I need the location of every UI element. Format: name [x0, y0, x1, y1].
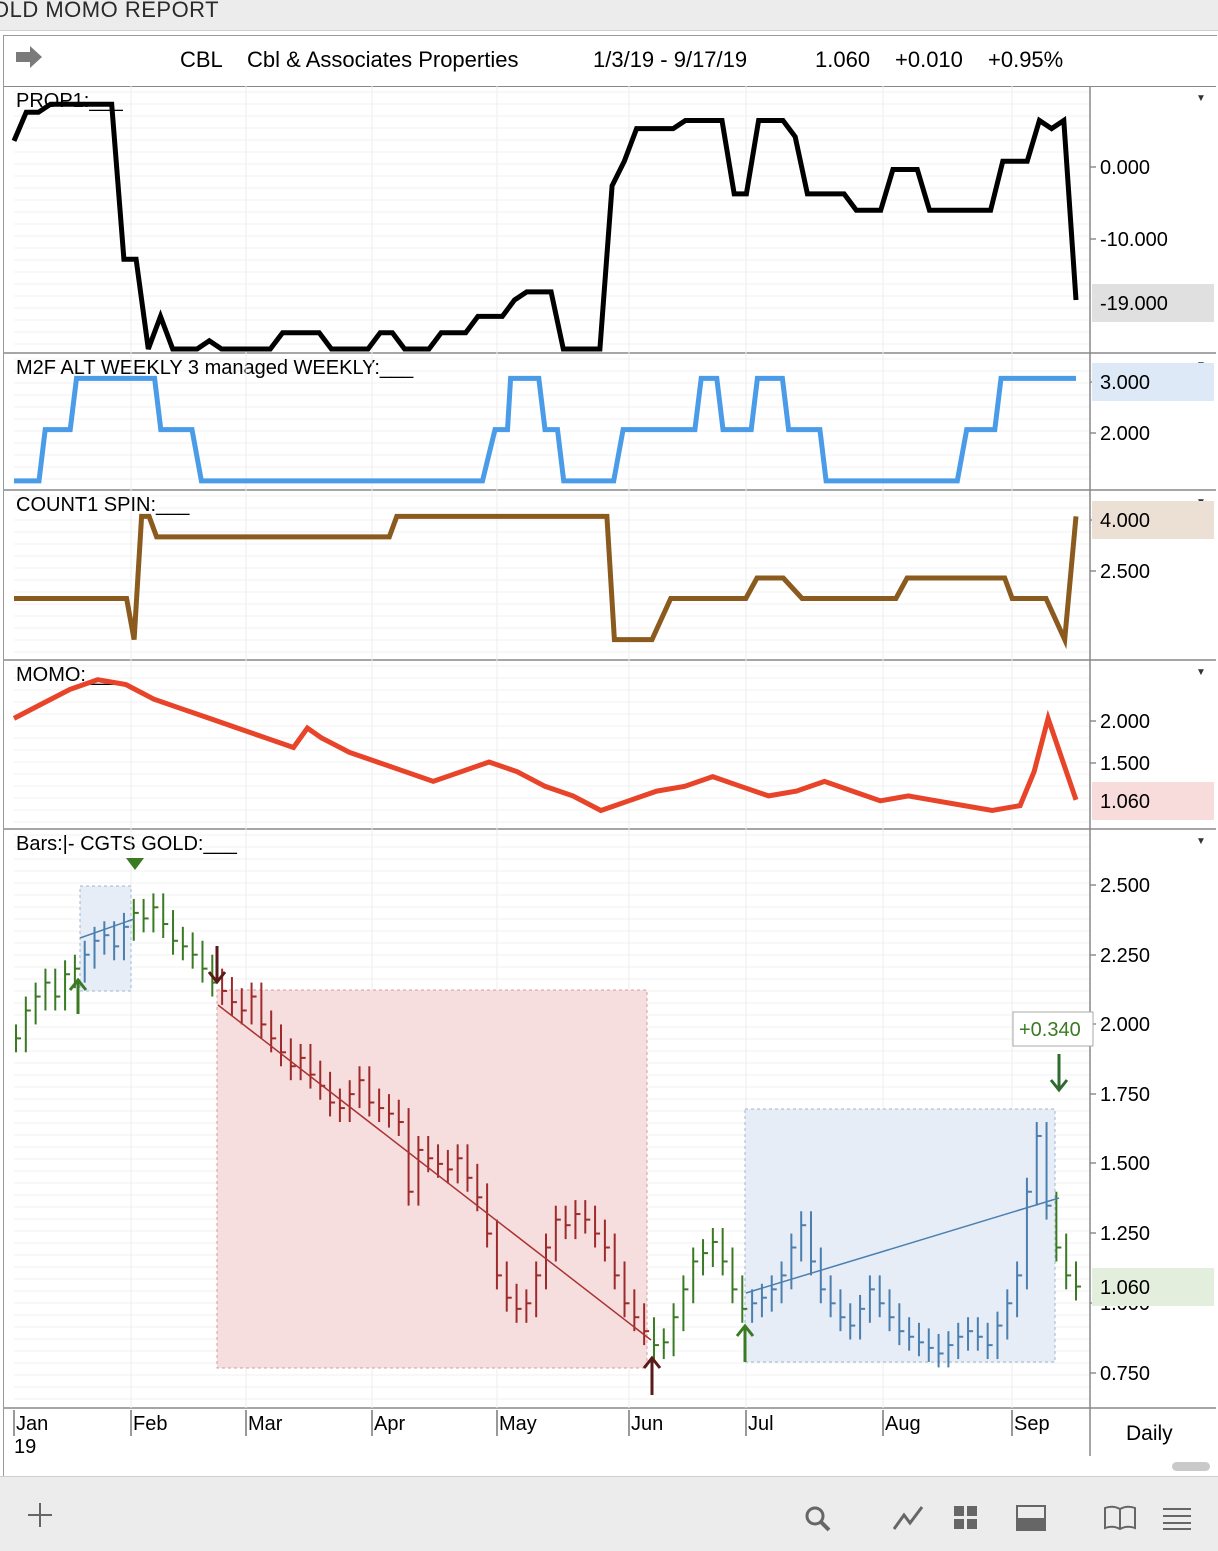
last-value-label: 4.000	[1100, 510, 1150, 532]
x-tick-label: Jun	[631, 1413, 663, 1435]
x-tick-label: Jul	[748, 1413, 774, 1435]
trend-line	[217, 1004, 652, 1341]
y-tick-label: 2.500	[1100, 561, 1150, 583]
panel-menu-arrow: ▼	[1196, 667, 1206, 678]
y-tick-label: 2.500	[1100, 875, 1150, 897]
panel-label: Bars:|- CGTS GOLD:___	[16, 833, 238, 855]
y-tick-label: 2.000	[1100, 1014, 1150, 1036]
sell-arrow-head	[207, 971, 227, 985]
signal-box	[79, 885, 132, 992]
sell-arrow-head	[1049, 1079, 1069, 1093]
panel-menu-arrow: ▼	[1196, 836, 1206, 847]
panel-label: PROP1:___	[16, 90, 124, 112]
window-titlebar: OLD MOMO REPORT	[0, 0, 1218, 31]
window-title: OLD MOMO REPORT	[0, 0, 220, 22]
y-tick-label: 0.750	[1100, 1363, 1150, 1385]
x-tick-label: Mar	[248, 1413, 283, 1435]
panel-label: COUNT1 SPIN:___	[16, 494, 190, 516]
buy-arrow-head	[735, 1323, 755, 1337]
x-year-label: 19	[14, 1436, 36, 1458]
y-tick-label: 1.750	[1100, 1084, 1150, 1106]
symbol-ticker: CBL	[180, 47, 223, 72]
last-value-box	[1092, 501, 1214, 539]
grid-icon[interactable]	[953, 1505, 979, 1535]
x-tick-label: Aug	[885, 1413, 921, 1435]
bottom-toolbar	[0, 1476, 1218, 1551]
chart-svg: PROP1:___ ▼ 0.000 -10.000 -19.000 M2F ALT WEE…	[4, 86, 1216, 1458]
series-line-momo	[12, 677, 1079, 814]
horizontal-scrollbar[interactable]	[1172, 1462, 1210, 1471]
search-icon[interactable]	[804, 1505, 832, 1537]
y-tick-label: 2.000	[1100, 423, 1150, 445]
last-price: 1.060	[815, 47, 871, 72]
series-line-m2f	[14, 375, 1076, 484]
price-change: +0.010	[895, 47, 963, 72]
x-tick-label: Jan	[16, 1413, 48, 1435]
x-tick-label: May	[499, 1413, 537, 1435]
buy-arrow-head	[642, 1355, 662, 1369]
sell-marker	[126, 858, 144, 870]
date-range: 1/3/19 - 9/17/19	[593, 47, 748, 72]
menu-icon[interactable]	[1162, 1506, 1192, 1534]
x-tick-label: Sep	[1014, 1413, 1050, 1435]
last-value-box	[1092, 284, 1214, 322]
timeframe-selector[interactable]: Daily	[1126, 1422, 1173, 1445]
last-value-box	[1092, 1268, 1214, 1306]
y-tick-label: 2.000	[1100, 711, 1150, 733]
plus-icon[interactable]	[26, 1501, 54, 1533]
gain-annotation-box	[1012, 1011, 1094, 1047]
last-value-label: 1.060	[1100, 791, 1150, 813]
price-change-pct: +0.95%	[988, 47, 1064, 72]
trend-line	[745, 1197, 1060, 1294]
y-tick-label: 1.250	[1100, 1223, 1150, 1245]
symbol-header	[4, 36, 1216, 87]
panel-label: M2F ALT WEEKLY 3 managed WEEKLY:___	[16, 357, 414, 379]
signal-box	[216, 989, 648, 1369]
panel-icon[interactable]	[1015, 1504, 1047, 1536]
arrow-right-icon[interactable]	[14, 44, 44, 74]
last-value-label: 1.060	[1100, 1277, 1150, 1299]
x-tick-label: Feb	[133, 1413, 167, 1435]
buy-arrow-head	[68, 977, 88, 991]
y-tick-label: 0.000	[1100, 157, 1150, 179]
y-tick-label: 2.250	[1100, 945, 1150, 967]
last-value-label: 3.000	[1100, 372, 1150, 394]
x-tick-label: Apr	[374, 1413, 405, 1435]
y-tick-label: -10.000	[1100, 229, 1168, 251]
trend-line	[79, 918, 135, 939]
last-value-label: -19.000	[1100, 293, 1168, 315]
book-icon[interactable]	[1103, 1505, 1137, 1535]
gain-annotation: +0.340	[1019, 1019, 1081, 1041]
panel-menu-arrow: ▼	[1196, 93, 1206, 104]
y-tick-label: 1.500	[1100, 753, 1150, 775]
last-value-box	[1092, 363, 1214, 401]
series-line-count1	[14, 513, 1079, 650]
line-chart-icon[interactable]	[892, 1503, 924, 1537]
company-name: Cbl & Associates Properties	[247, 47, 519, 72]
y-tick-label: 1.500	[1100, 1153, 1150, 1175]
last-value-box	[1092, 782, 1214, 820]
series-line-prop1	[11, 101, 1079, 352]
